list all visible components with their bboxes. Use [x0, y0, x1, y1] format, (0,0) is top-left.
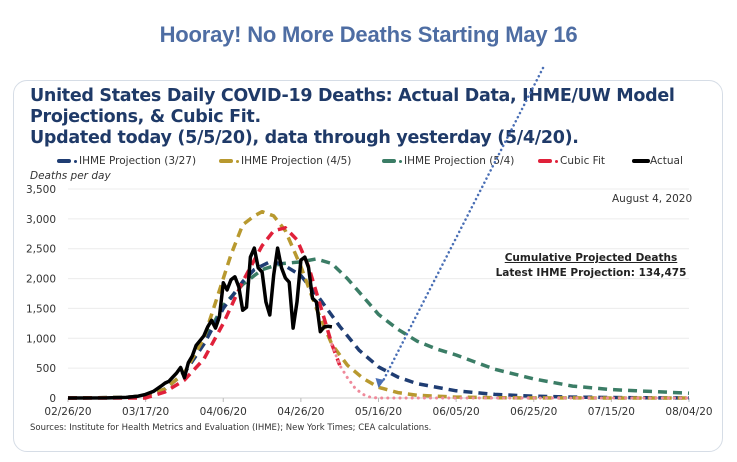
arrow-head-icon	[375, 378, 385, 388]
legend-label: Cubic Fit	[560, 155, 605, 167]
legend-swatch-ihme-0504	[382, 159, 396, 163]
gridlines	[67, 188, 690, 402]
series-ihme-projection-5-4	[67, 257, 690, 400]
series-ihme-projection-4-5	[67, 209, 690, 400]
legend-item-ihme-0327: IHME Projection (3/27)	[57, 155, 196, 167]
legend-swatch-ihme-0405	[219, 159, 233, 163]
arrow-line	[381, 66, 545, 384]
annotation-arrow	[375, 66, 545, 388]
legend-item-actual: Actual	[632, 155, 683, 167]
legend: IHME Projection (3/27) IHME Projection (…	[0, 155, 737, 169]
legend-label: IHME Projection (4/5)	[241, 155, 352, 167]
y-tick-label: 0	[49, 393, 56, 405]
y-tick-label: 1,000	[26, 333, 56, 345]
legend-item-cubic-fit: Cubic Fit	[538, 155, 605, 167]
y-axis-label: Deaths per day	[30, 170, 111, 182]
legend-item-ihme-0504: IHME Projection (5/4)	[382, 155, 514, 167]
chart-title-line-2: Projections, & Cubic Fit.	[30, 107, 261, 127]
legend-dot	[555, 159, 558, 163]
y-tick-label: 3,500	[26, 184, 56, 196]
series-actual	[67, 246, 333, 400]
legend-swatch-ihme-0327	[57, 159, 71, 163]
series-cubic-fit	[68, 226, 342, 400]
legend-dot	[74, 159, 77, 163]
legend-item-ihme-0405: IHME Projection (4/5)	[219, 155, 351, 167]
legend-label: IHME Projection (3/27)	[79, 155, 197, 167]
chart-title: United States Daily COVID-19 Deaths: Act…	[30, 86, 710, 149]
x-tick-label: 06/25/20	[510, 406, 557, 418]
series-lines	[67, 209, 691, 400]
x-tick-label: 04/06/20	[200, 406, 247, 418]
annotation-cumulative-value: Latest IHME Projection: 134,475	[495, 267, 687, 279]
x-tick-label: 06/05/20	[433, 406, 480, 418]
y-tick-label: 2,500	[26, 244, 56, 256]
legend-swatch-cubic-fit	[538, 159, 552, 163]
legend-dot	[399, 159, 402, 163]
source-note: Sources: Institute for Health Metrics an…	[30, 423, 432, 433]
annotation-date: August 4, 2020	[612, 193, 693, 205]
legend-label: Actual	[650, 155, 683, 167]
y-tick-label: 2,000	[26, 274, 56, 286]
x-tick-label: 05/16/20	[355, 406, 402, 418]
x-tick-label: 02/26/20	[44, 406, 91, 418]
x-tick-label: 08/04/20	[665, 406, 712, 418]
x-tick-label: 04/26/20	[277, 406, 324, 418]
headline: Hooray! No More Deaths Starting May 16	[159, 22, 578, 47]
annotation-cumulative-title: Cumulative Projected Deaths	[504, 252, 678, 264]
chart-title-line-3: Updated today (5/5/20), data through yes…	[30, 128, 579, 148]
x-tick-labels: 02/26/20 03/17/20 04/06/20 04/26/20 05/16/20…	[44, 406, 712, 418]
y-tick-label: 3,000	[26, 214, 56, 226]
series-ihme-projection-3-27	[67, 260, 690, 400]
y-tick-label: 500	[36, 363, 56, 375]
x-tick-label: 03/17/20	[122, 406, 169, 418]
legend-label: IHME Projection (5/4)	[404, 155, 515, 167]
y-tick-labels: 0 500 1,000 1,500 2,000 2,500 3,000 3,500	[26, 184, 56, 405]
series-cubic-fit-extension	[330, 342, 691, 400]
y-tick-label: 1,500	[26, 303, 56, 315]
legend-dot	[236, 159, 239, 163]
x-tick-label: 07/15/20	[588, 406, 635, 418]
chart-title-line-1: United States Daily COVID-19 Deaths: Act…	[30, 86, 675, 106]
legend-swatch-actual	[632, 159, 650, 163]
